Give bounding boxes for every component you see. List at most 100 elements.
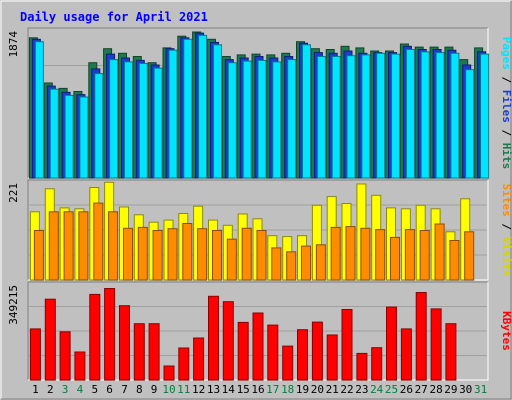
x-tick-label-25: 25: [385, 383, 398, 396]
legend-text: Visits: [500, 237, 512, 277]
bar-kbytes-15: [237, 321, 249, 381]
x-tick-label-12: 12: [192, 383, 205, 396]
x-tick-label-14: 14: [222, 383, 236, 396]
bar-sites-14: [226, 238, 237, 281]
bar-kbytes-28: [430, 308, 442, 381]
x-tick-label-7: 7: [121, 383, 128, 396]
bar-kbytes-26: [400, 328, 412, 381]
bar-kbytes-29: [445, 323, 457, 381]
bar-sites-28: [434, 223, 445, 281]
x-tick-label-3: 3: [62, 383, 69, 396]
bar-sites-4: [78, 211, 89, 281]
bar-pages-7: [124, 61, 133, 179]
x-tick-label-1: 1: [32, 383, 39, 396]
y-max-label: 221: [7, 183, 20, 203]
x-tick-label-22: 22: [340, 383, 353, 396]
x-tick-label-20: 20: [311, 383, 324, 396]
bar-sites-5: [93, 202, 104, 281]
bar-pages-27: [420, 51, 430, 179]
x-tick-label-30: 30: [459, 383, 472, 396]
bar-pages-14: [227, 62, 237, 179]
legend-text: Files: [500, 90, 512, 123]
bar-sites-27: [419, 230, 430, 281]
bar-pages-28: [435, 52, 445, 179]
bar-pages-30: [465, 69, 475, 179]
bar-sites-30: [464, 231, 475, 281]
panel-kbytes: 349215 KBytes: [7, 281, 512, 381]
legend-text: Pages: [500, 37, 512, 70]
bar-pages-17: [272, 61, 282, 179]
bar-sites-2: [48, 211, 59, 281]
legend-text: /: [500, 70, 512, 90]
bar-kbytes-9: [148, 323, 160, 381]
bar-kbytes-23: [356, 352, 368, 381]
x-tick-label-18: 18: [281, 383, 294, 396]
bar-sites-29: [449, 240, 460, 281]
chart-title: Daily usage for April 2021: [20, 10, 208, 24]
bar-sites-20: [315, 244, 326, 281]
legend-label: Pages / Files / Hits: [500, 37, 512, 170]
bar-pages-4: [79, 96, 89, 179]
bar-pages-5: [94, 73, 104, 179]
x-tick-label-27: 27: [415, 383, 428, 396]
bar-sites-11: [182, 223, 193, 281]
bar-pages-11: [183, 38, 193, 179]
x-tick-label-23: 23: [355, 383, 368, 396]
bar-sites-24: [375, 229, 386, 281]
bar-sites-19: [301, 245, 311, 281]
legend-text: KBytes: [500, 311, 512, 351]
bar-pages-23: [361, 54, 371, 179]
bar-kbytes-6: [104, 288, 116, 381]
bar-kbytes-13: [208, 295, 219, 381]
x-tick-label-29: 29: [444, 383, 457, 396]
bar-pages-15: [242, 60, 252, 179]
x-tick-label-26: 26: [400, 383, 413, 396]
panel-visits-sites: 221 Sites / Visits: [7, 179, 512, 281]
bar-sites-13: [212, 230, 222, 281]
bar-kbytes-21: [326, 334, 338, 381]
bar-pages-31: [480, 53, 490, 179]
bar-sites-17: [271, 247, 282, 281]
bar-sites-18: [286, 251, 297, 281]
bar-kbytes-24: [371, 347, 383, 381]
legend-text: Sites: [500, 184, 512, 217]
x-tick-label-11: 11: [177, 383, 190, 396]
legend-text: Hits: [500, 143, 512, 170]
bar-kbytes-10: [163, 365, 175, 381]
x-tick-label-28: 28: [429, 383, 442, 396]
bar-kbytes-12: [193, 337, 205, 381]
bar-pages-24: [376, 52, 386, 179]
bar-kbytes-27: [415, 292, 427, 381]
bar-sites-26: [404, 229, 415, 281]
bar-kbytes-22: [341, 309, 353, 381]
bar-pages-6: [109, 59, 119, 179]
bar-kbytes-5: [89, 293, 101, 381]
x-tick-label-24: 24: [370, 383, 384, 396]
bar-pages-18: [287, 59, 297, 179]
bar-pages-9: [153, 67, 163, 179]
bar-sites-25: [390, 236, 400, 281]
bar-kbytes-25: [386, 306, 397, 381]
bar-sites-10: [167, 228, 178, 281]
x-tick-label-6: 6: [106, 383, 113, 396]
bar-sites-1: [33, 230, 44, 281]
bar-kbytes-19: [297, 329, 308, 381]
bar-sites-15: [241, 227, 252, 281]
x-tick-label-16: 16: [251, 383, 264, 396]
bar-kbytes-7: [119, 305, 130, 381]
bar-pages-19: [302, 44, 311, 179]
bar-sites-21: [330, 226, 341, 281]
x-tick-label-13: 13: [207, 383, 220, 396]
bar-kbytes-3: [59, 331, 71, 381]
bar-kbytes-1: [29, 328, 41, 381]
bar-pages-12: [198, 34, 208, 179]
bar-pages-25: [391, 53, 400, 179]
bar-kbytes-2: [44, 298, 56, 381]
bar-kbytes-17: [267, 324, 279, 381]
bar-kbytes-11: [178, 347, 190, 381]
bar-kbytes-16: [252, 312, 264, 381]
bar-pages-16: [257, 59, 267, 179]
